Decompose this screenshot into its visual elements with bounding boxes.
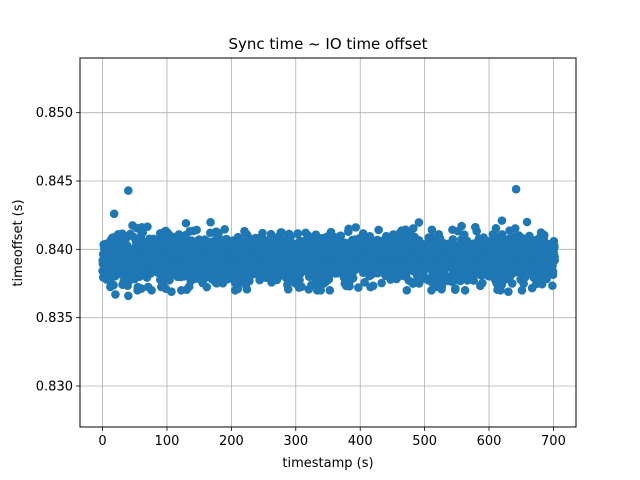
outlier-point [294, 283, 304, 292]
y-tick-label: 0.850 [36, 106, 73, 121]
y-tick-label: 0.835 [36, 311, 73, 326]
data-point [520, 273, 530, 282]
data-point [414, 218, 424, 227]
outlier-point [124, 291, 133, 301]
outlier-point [124, 186, 133, 195]
data-point [336, 231, 346, 241]
data-point [451, 284, 460, 293]
y-tick-label: 0.830 [36, 380, 73, 395]
outlier-point [233, 284, 243, 294]
data-point [408, 279, 418, 288]
data-point [181, 218, 191, 228]
data-point [472, 226, 481, 236]
data-point [478, 278, 487, 288]
x-tick-label: 500 [412, 434, 437, 449]
data-point [539, 230, 549, 240]
data-point [460, 286, 470, 295]
outlier-point [167, 287, 176, 297]
data-point [316, 286, 326, 295]
outlier-point [511, 184, 521, 194]
data-point [522, 217, 532, 227]
data-point [491, 224, 501, 233]
data-point [283, 285, 293, 294]
x-tick-label: 300 [283, 434, 308, 449]
data-point [286, 232, 295, 242]
data-point [137, 284, 146, 293]
data-point [368, 281, 378, 291]
x-axis-label: timestamp (s) [282, 456, 373, 471]
x-axis-ticks: 0 100 200 300 400 500 600 700 [98, 427, 566, 449]
y-tick-label: 0.845 [36, 175, 73, 190]
data-point [324, 274, 334, 284]
data-point [437, 282, 447, 291]
data-point [344, 224, 353, 234]
data-point [507, 279, 517, 288]
data-point [409, 224, 418, 233]
data-point [548, 267, 558, 276]
data-point [365, 232, 375, 241]
data-point [206, 217, 215, 227]
data-point [258, 228, 267, 238]
data-point [220, 225, 230, 234]
data-point [348, 273, 358, 283]
data-point [325, 286, 335, 295]
data-point [414, 279, 424, 288]
data-point [457, 221, 466, 231]
data-point [550, 256, 559, 265]
data-point [109, 280, 118, 290]
data-point [402, 286, 412, 295]
data-point [351, 223, 361, 232]
data-point [427, 225, 437, 235]
data-point [277, 228, 287, 237]
plot-frame [79, 57, 577, 428]
data-point [462, 236, 472, 246]
x-tick-label: 0 [98, 434, 106, 449]
data-point [550, 241, 559, 251]
data-point [354, 283, 363, 292]
data-point [360, 278, 369, 287]
outlier-point [109, 209, 119, 219]
y-tick-label: 0.840 [36, 243, 73, 258]
data-point [266, 229, 276, 239]
outlier-point [504, 287, 513, 297]
data-point [517, 286, 527, 295]
data-point [242, 285, 252, 294]
data-point [293, 229, 303, 238]
data-point [377, 278, 386, 288]
x-tick-label: 700 [541, 434, 566, 449]
y-axis-ticks: 0.830 0.835 0.840 0.845 0.850 [36, 106, 80, 395]
outlier-point [111, 290, 120, 299]
data-point [469, 276, 479, 285]
scatter-points [98, 184, 559, 301]
y-axis-label: timeoffset (s) [11, 199, 26, 286]
outlier-point [497, 216, 507, 225]
data-point [143, 222, 152, 231]
x-tick-label: 200 [219, 434, 244, 449]
x-tick-label: 400 [348, 434, 373, 449]
data-point [192, 225, 201, 235]
data-point [147, 286, 156, 295]
x-tick-label: 100 [155, 434, 180, 449]
data-point [548, 281, 557, 291]
x-tick-label: 600 [477, 434, 502, 449]
chart-title: Sync time ~ IO time offset [228, 35, 427, 53]
data-point [510, 224, 520, 233]
data-point [295, 275, 304, 285]
data-point [374, 225, 383, 235]
data-point [138, 228, 148, 237]
data-point [202, 282, 212, 292]
data-point [167, 232, 177, 242]
